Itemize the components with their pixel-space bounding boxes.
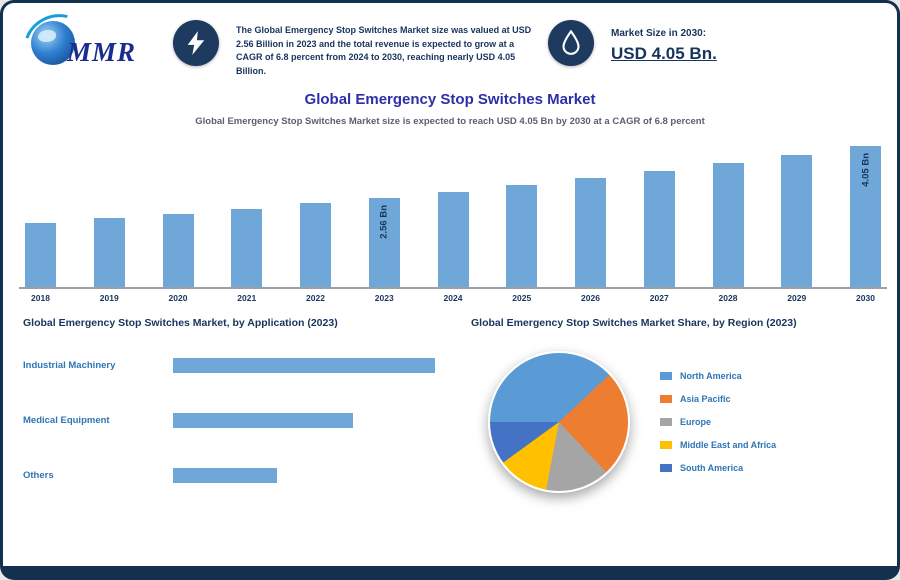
market-summary-text: The Global Emergency Stop Switches Marke… [236,25,532,76]
application-label: Others [23,469,54,481]
mmr-logo: MMR [13,3,161,86]
globe-icon [31,21,75,65]
year-label-2026: 2026 [581,293,600,303]
logo-text: MMR [67,37,137,67]
region-pie-legend: North America Asia Pacific Europe Middle Ea… [660,371,776,493]
revenue-bars: 2.56 Bn 4.05 Bn [19,137,887,289]
revenue-years: 2018 2019 2020 2021 2022 2023 2024 2025 2026 2027… [19,293,887,303]
bar-2027 [643,171,675,287]
bar-value-label: 4.05 Bn [860,153,871,187]
legend-swatch-icon [660,372,672,380]
legend-swatch-icon [660,441,672,449]
bar-2030: 4.05 Bn [850,146,881,287]
bar-2023: 2.56 Bn [368,198,400,287]
region-pie-section: North America Asia Pacific Europe Middle Ea… [473,351,888,493]
legend-label: Middle East and Africa [680,440,777,450]
lightning-circle-icon [173,20,219,66]
year-label-2021: 2021 [237,293,257,303]
application-bar [173,357,435,373]
bar-value-label: 2.56 Bn [378,205,390,239]
bar-2019 [93,218,125,287]
year-label-2027: 2027 [649,293,669,303]
application-row: Industrial Machinery [23,355,458,375]
droplet-icon [562,30,580,55]
application-row: Medical Equipment [23,410,458,430]
legend-label: Asia Pacific [680,394,731,404]
bar-2021 [231,209,263,287]
year-label-2019: 2019 [99,293,119,303]
application-label: Industrial Machinery [23,359,116,371]
year-label-2028: 2028 [718,293,738,303]
legend-item: Europe [660,417,776,427]
region-pie-chart [488,351,630,493]
year-label-2023: 2023 [374,293,394,303]
year-label-2018: 2018 [31,293,50,303]
application-label: Medical Equipment [23,414,110,426]
right-section-heading: Global Emergency Stop Switches Market Sh… [471,317,797,329]
droplet-circle-icon [548,20,594,66]
application-bar [173,467,277,483]
left-section-heading: Global Emergency Stop Switches Market, b… [23,317,338,329]
market-size-block: Market Size in 2030: USD 4.05 Bn. [611,28,886,64]
legend-label: South America [680,463,744,473]
year-label-2029: 2029 [787,293,807,303]
legend-label: North America [680,371,742,381]
year-label-2024: 2024 [443,293,463,303]
bar-2026 [575,178,606,287]
revenue-bar-chart: 2.56 Bn 4.05 Bn 2018 2019 2020 2021 2022 2023 2… [19,137,887,303]
bar-2018 [25,223,56,287]
legend-swatch-icon [660,464,672,472]
legend-item: Middle East and Africa [660,440,776,450]
bar-2022 [300,203,331,287]
market-size-label: Market Size in 2030: [611,28,707,39]
bar-2020 [162,214,194,287]
bar-2029 [781,155,813,287]
legend-swatch-icon [660,418,672,426]
bar-2024 [437,192,469,287]
application-rows: Industrial Machinery Medical Equipment Oth… [23,355,458,520]
year-label-2022: 2022 [306,293,325,303]
year-label-2020: 2020 [168,293,188,303]
bar-2025 [506,185,538,287]
page-subtitle: Global Emergency Stop Switches Market si… [195,116,705,127]
page-title: Global Emergency Stop Switches Market [304,91,596,108]
year-label-2030: 2030 [856,293,875,303]
application-bar [173,412,353,428]
year-label-2025: 2025 [512,293,532,303]
legend-item: South America [660,463,776,473]
legend-label: Europe [680,417,712,427]
lightning-bolt-icon [187,31,205,55]
legend-item: North America [660,371,776,381]
bar-2028 [712,163,744,287]
market-size-value-link[interactable]: USD 4.05 Bn. [611,44,717,63]
legend-item: Asia Pacific [660,394,776,404]
legend-swatch-icon [660,395,672,403]
application-row: Others [23,465,458,485]
